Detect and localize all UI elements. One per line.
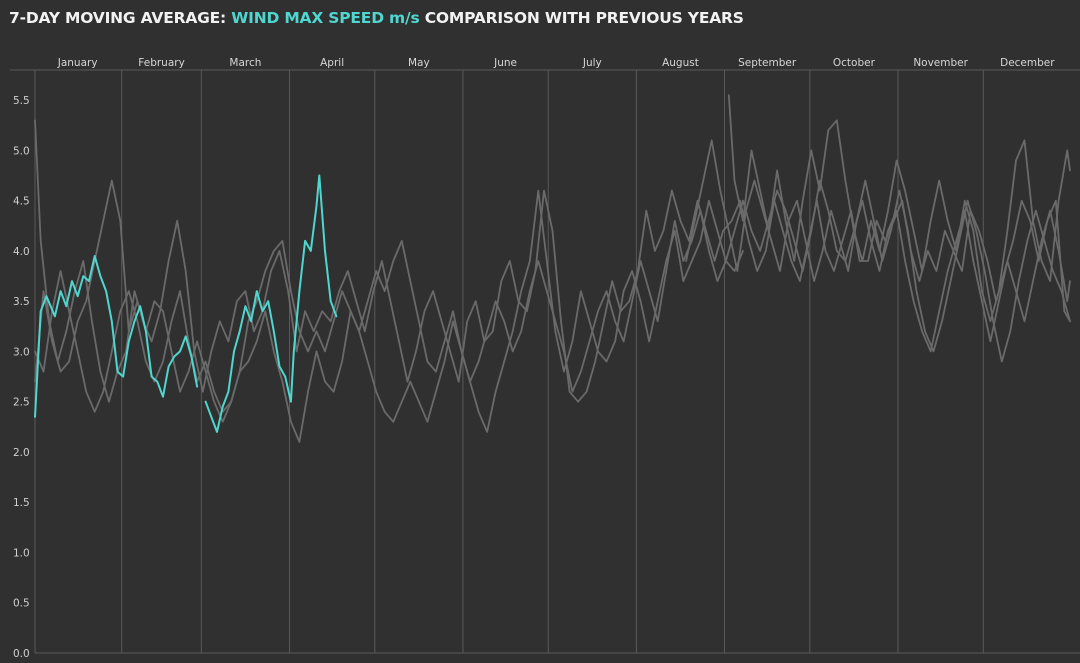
chart-title-suffix: COMPARISON WITH PREVIOUS YEARS <box>419 9 744 27</box>
month-label-may: May <box>408 57 430 69</box>
previous-year-line <box>34 179 744 443</box>
y-tick-label: 1.0 <box>13 547 30 559</box>
chart-title: 7-DAY MOVING AVERAGE: WIND MAX SPEED m/s… <box>9 9 744 27</box>
y-tick-label: 4.0 <box>13 246 30 258</box>
chart-title-highlight: WIND MAX SPEED m/s <box>231 9 420 27</box>
month-label-march: March <box>229 57 261 69</box>
month-label-july: July <box>582 57 602 69</box>
month-label-september: September <box>738 57 797 69</box>
month-label-january: January <box>57 57 98 69</box>
y-tick-label: 3.5 <box>13 296 30 308</box>
month-label-february: February <box>138 57 185 69</box>
month-label-august: August <box>662 57 699 69</box>
month-label-june: June <box>493 57 517 69</box>
previous-year-line <box>34 179 1071 413</box>
y-tick-label: 5.5 <box>13 95 30 107</box>
y-tick-label: 2.5 <box>13 397 30 409</box>
chart-title-prefix: 7-DAY MOVING AVERAGE: <box>9 9 232 27</box>
y-tick-label: 2.0 <box>13 447 30 459</box>
month-label-october: October <box>833 57 876 69</box>
y-tick-label: 0.5 <box>13 598 30 610</box>
y-tick-label: 5.0 <box>13 145 30 157</box>
month-label-december: December <box>1000 57 1055 69</box>
previous-year-line <box>685 139 1071 363</box>
y-tick-label: 1.5 <box>13 497 30 509</box>
y-tick-label: 4.5 <box>13 196 30 208</box>
month-label-november: November <box>913 57 968 69</box>
y-tick-label: 3.0 <box>13 346 30 358</box>
previous-year-line <box>34 119 1071 403</box>
previous-year-line <box>727 94 1071 323</box>
month-label-april: April <box>320 57 344 69</box>
y-tick-label: 0.0 <box>13 648 30 660</box>
current-year-line <box>34 174 338 433</box>
